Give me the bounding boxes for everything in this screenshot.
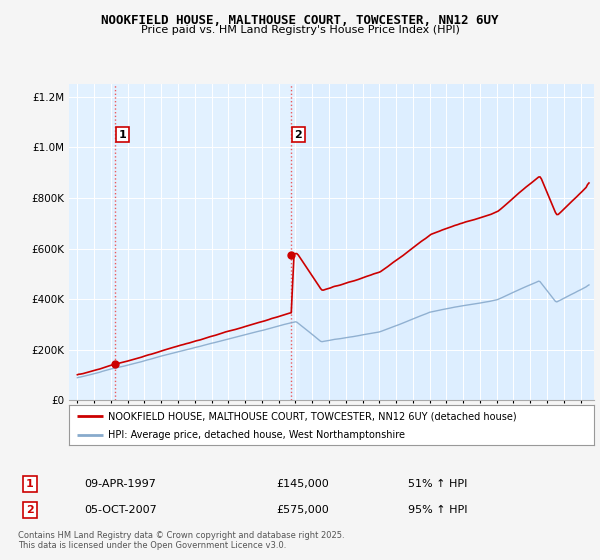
Text: Price paid vs. HM Land Registry's House Price Index (HPI): Price paid vs. HM Land Registry's House … (140, 25, 460, 35)
Bar (69, 84, 301, 400)
Text: 1: 1 (26, 479, 34, 489)
Text: 51% ↑ HPI: 51% ↑ HPI (408, 479, 467, 489)
Text: NOOKFIELD HOUSE, MALTHOUSE COURT, TOWCESTER, NN12 6UY: NOOKFIELD HOUSE, MALTHOUSE COURT, TOWCES… (101, 14, 499, 27)
Text: 2: 2 (295, 129, 302, 139)
Text: 05-OCT-2007: 05-OCT-2007 (84, 505, 157, 515)
Text: Contains HM Land Registry data © Crown copyright and database right 2025.
This d: Contains HM Land Registry data © Crown c… (18, 530, 344, 550)
Text: 95% ↑ HPI: 95% ↑ HPI (408, 505, 467, 515)
Text: £575,000: £575,000 (276, 505, 329, 515)
Text: HPI: Average price, detached house, West Northamptonshire: HPI: Average price, detached house, West… (109, 430, 406, 440)
Text: 2: 2 (26, 505, 34, 515)
Text: 09-APR-1997: 09-APR-1997 (84, 479, 156, 489)
Text: £145,000: £145,000 (276, 479, 329, 489)
Text: NOOKFIELD HOUSE, MALTHOUSE COURT, TOWCESTER, NN12 6UY (detached house): NOOKFIELD HOUSE, MALTHOUSE COURT, TOWCES… (109, 411, 517, 421)
Text: 1: 1 (119, 129, 127, 139)
